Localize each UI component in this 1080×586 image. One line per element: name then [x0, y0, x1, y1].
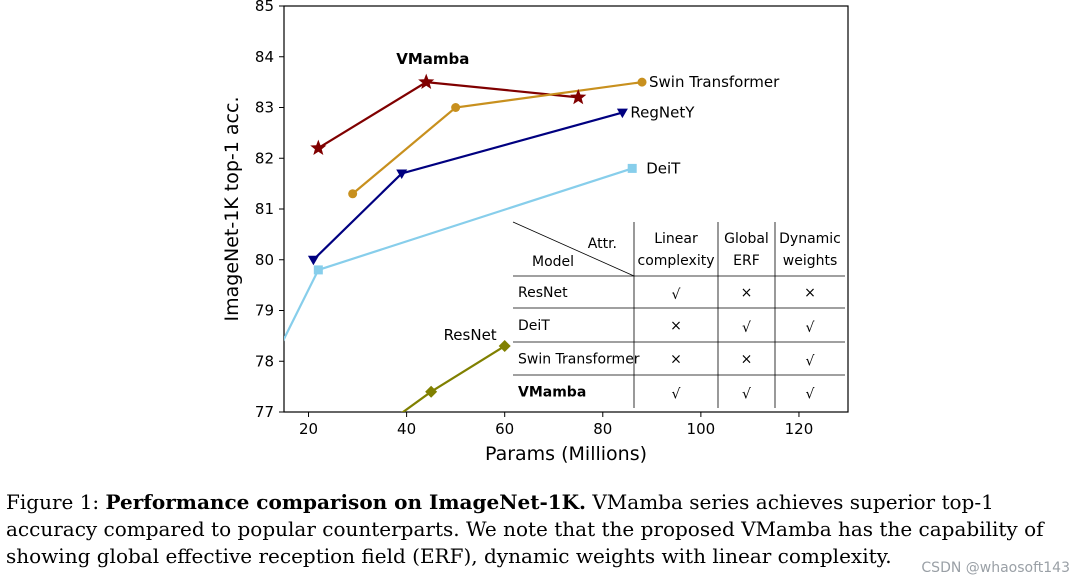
axes: 20 40 60 80 100 120 77 78 79 80 81 82 83 84 85 Params (… [221, 0, 849, 465]
y-tick-label: 78 [255, 352, 274, 370]
x-tick-label: 120 [785, 420, 814, 438]
table-row-model: ResNet [518, 285, 568, 301]
x-tick-label: 60 [495, 420, 514, 438]
series-label-swin-transformer: Swin Transformer [649, 73, 780, 91]
x-tick-label: 40 [397, 420, 416, 438]
y-tick-label: 79 [255, 302, 274, 320]
series-label-vmamba: VMamba [396, 50, 469, 68]
cross-mark: × [804, 285, 816, 301]
attribute-table: Attr. Model Linear complexity Global ERF Dynam… [512, 221, 845, 408]
table-row-model: DeiT [518, 318, 550, 334]
y-tick-label: 84 [255, 48, 274, 66]
series-line-vmamba [317, 80, 579, 150]
square-marker [313, 265, 323, 275]
caption-prefix: Figure 1: [6, 490, 106, 514]
markers-layer [307, 73, 647, 398]
check-mark: √ [806, 320, 815, 336]
diamond-marker [425, 385, 438, 398]
y-tick-label: 77 [255, 403, 274, 421]
table-column-header: Global [724, 231, 769, 247]
check-mark: √ [806, 354, 815, 370]
x-tick-label: 100 [687, 420, 716, 438]
table-corner-model: Model [532, 254, 574, 270]
check-mark: √ [806, 387, 815, 403]
series-label-resnet: ResNet [444, 326, 497, 344]
table-column-header: weights [783, 253, 838, 269]
triangle-marker [307, 255, 319, 266]
circle-marker [637, 77, 647, 87]
x-tick-label: 20 [299, 420, 318, 438]
y-tick-label: 85 [255, 0, 274, 15]
series-line-resnet [401, 345, 506, 412]
square-marker [627, 163, 637, 173]
caption-text: VMamba series achieves superior top-1 ac… [6, 490, 1044, 568]
figure-caption: Figure 1: Performance comparison on Imag… [6, 489, 1072, 570]
y-tick-label: 82 [255, 149, 274, 167]
watermark: CSDN @whaosoft143 [921, 560, 1070, 576]
check-mark: √ [672, 287, 681, 303]
triangle-marker [396, 169, 408, 179]
y-tick-label: 80 [255, 251, 274, 269]
y-tick-label: 83 [255, 99, 274, 117]
circle-marker [451, 103, 461, 112]
star-marker [310, 139, 327, 155]
triangle-marker [616, 108, 628, 119]
y-axis-title: ImageNet-1K top-1 acc. [221, 97, 243, 322]
diamond-marker [498, 340, 511, 353]
table-column-header: complexity [638, 253, 715, 269]
table-diagonal [512, 221, 635, 277]
table-column-header: Linear [654, 231, 698, 247]
series-label-deit: DeiT [646, 159, 681, 177]
cross-mark: × [741, 352, 753, 368]
cross-mark: × [670, 318, 682, 334]
table-column-header: ERF [733, 253, 760, 269]
star-marker [418, 73, 435, 89]
x-axis-title: Params (Millions) [485, 443, 647, 465]
circle-marker [348, 189, 358, 199]
x-tick-label: 80 [593, 420, 612, 438]
table-background [513, 222, 845, 408]
series-label-regnety: RegNetY [630, 104, 695, 122]
caption-bold: Performance comparison on ImageNet-1K. [105, 490, 586, 514]
star-marker [570, 88, 587, 105]
check-mark: √ [672, 387, 681, 403]
check-mark: √ [742, 320, 751, 336]
table-corner-attr: Attr. [588, 236, 617, 252]
y-tick-label: 81 [255, 200, 274, 218]
table-row-model: VMamba [518, 385, 586, 401]
performance-chart: 20 40 60 80 100 120 77 78 79 80 81 82 83 84 85 Params (… [221, 0, 849, 465]
table-column-header: Dynamic [779, 231, 841, 247]
check-mark: √ [742, 387, 751, 403]
cross-mark: × [670, 352, 682, 368]
cross-mark: × [741, 285, 753, 301]
series-line-swin-transformer [351, 81, 643, 195]
table-row-model: Swin Transformer [518, 352, 640, 368]
series-labels: VMamba Swin Transformer RegNetY DeiT ResNet [396, 50, 780, 344]
